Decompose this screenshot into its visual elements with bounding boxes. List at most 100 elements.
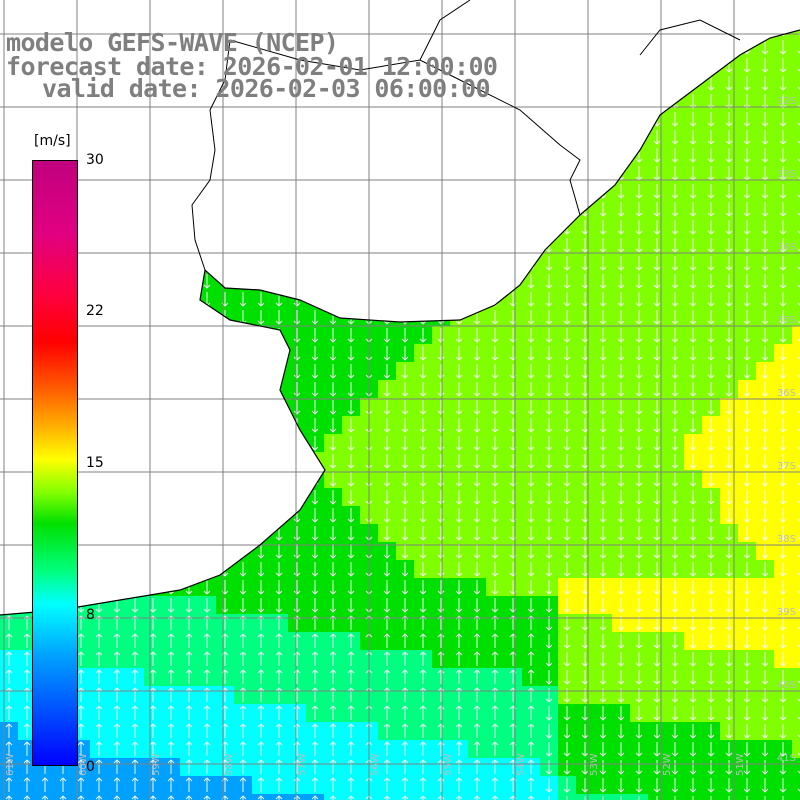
wind-arrow (779, 112, 787, 127)
wind-arrow (401, 544, 409, 559)
wind-arrow (95, 687, 103, 702)
wind-arrow (347, 382, 355, 397)
wind-arrow (707, 238, 715, 253)
wind-arrow (653, 148, 661, 163)
wind-arrow (653, 436, 661, 451)
wind-arrow (725, 400, 733, 415)
wind-arrow (347, 777, 355, 792)
wind-arrow (419, 741, 427, 756)
wind-arrow (185, 741, 193, 756)
wind-arrow (617, 274, 625, 289)
wind-arrow (311, 382, 319, 397)
wind-arrow (707, 706, 715, 721)
wind-arrow (185, 633, 193, 648)
wind-arrow (113, 687, 121, 702)
wind-arrow (761, 94, 769, 109)
wind-arrow (671, 310, 679, 325)
wind-arrow (545, 688, 553, 703)
wind-arrow (671, 724, 679, 739)
wind-arrow (725, 670, 733, 685)
wind-arrow (671, 580, 679, 595)
wind-arrow (779, 184, 787, 199)
wind-arrow (743, 670, 751, 685)
wind-arrow (473, 741, 481, 756)
wind-arrow (383, 633, 391, 648)
wind-arrow (275, 598, 283, 613)
wind-arrow (59, 777, 67, 792)
wind-arrow (581, 274, 589, 289)
wind-arrow (239, 651, 247, 666)
wind-arrow (401, 508, 409, 523)
wind-arrow (293, 544, 301, 559)
wind-arrow (635, 292, 643, 307)
wind-arrow (761, 400, 769, 415)
wind-arrow (257, 669, 265, 684)
wind-speed-cell (792, 794, 800, 800)
wind-arrow (95, 795, 103, 800)
wind-arrow (419, 777, 427, 792)
wind-arrow (437, 741, 445, 756)
wind-arrow (707, 580, 715, 595)
wind-arrow (545, 436, 553, 451)
wind-arrow (419, 328, 427, 343)
wind-arrow (761, 562, 769, 577)
wind-arrow (203, 651, 211, 666)
wind-arrow (563, 400, 571, 415)
wind-arrow (563, 310, 571, 325)
wind-arrow (437, 633, 445, 648)
wind-arrow (401, 633, 409, 648)
wind-arrow (635, 310, 643, 325)
wind-arrow (293, 562, 301, 577)
wind-speed-cell (792, 272, 800, 290)
wind-arrow (797, 698, 800, 702)
wind-arrow (689, 328, 697, 343)
wind-arrow (455, 651, 463, 666)
wind-arrow (5, 705, 13, 720)
wind-arrow (131, 795, 139, 800)
wind-arrow (617, 436, 625, 451)
wind-arrow (239, 777, 247, 792)
wind-arrow (563, 274, 571, 289)
wind-arrow (455, 544, 463, 559)
wind-arrow (545, 310, 553, 325)
wind-arrow (401, 598, 409, 613)
longitude-label: 56W (370, 753, 381, 776)
wind-arrow (743, 364, 751, 379)
wind-arrow (419, 436, 427, 451)
wind-arrow (563, 490, 571, 505)
wind-arrow (293, 687, 301, 702)
wind-arrow (419, 400, 427, 415)
wind-speed-cell (792, 704, 800, 722)
wind-arrow (491, 562, 499, 577)
wind-arrow (311, 346, 319, 361)
wind-arrow (725, 706, 733, 721)
wind-arrow (257, 633, 265, 648)
wind-arrow (293, 777, 301, 792)
wind-arrow (239, 669, 247, 684)
wind-arrow (617, 742, 625, 757)
wind-arrow (635, 544, 643, 559)
wind-speed-cell (792, 398, 800, 416)
wind-arrow (329, 598, 337, 613)
wind-arrow (707, 400, 715, 415)
wind-arrow (311, 669, 319, 684)
wind-arrow (401, 472, 409, 487)
wind-arrow (167, 669, 175, 684)
wind-speed-cell (792, 650, 800, 668)
wind-arrow (653, 220, 661, 235)
colorbar-tick-30: 30 (86, 152, 104, 168)
wind-arrow (581, 688, 589, 703)
wind-arrow (347, 669, 355, 684)
wind-arrow (743, 724, 751, 739)
wind-arrow (707, 490, 715, 505)
wind-arrow (5, 741, 13, 756)
wind-arrow (437, 598, 445, 613)
wind-arrow (491, 687, 499, 702)
wind-arrow (491, 328, 499, 343)
longitude-label: 59W (151, 753, 162, 776)
wind-arrow (419, 759, 427, 774)
wind-arrow (347, 580, 355, 595)
wind-arrow (545, 418, 553, 433)
wind-arrow (473, 777, 481, 792)
wind-arrow (419, 705, 427, 720)
